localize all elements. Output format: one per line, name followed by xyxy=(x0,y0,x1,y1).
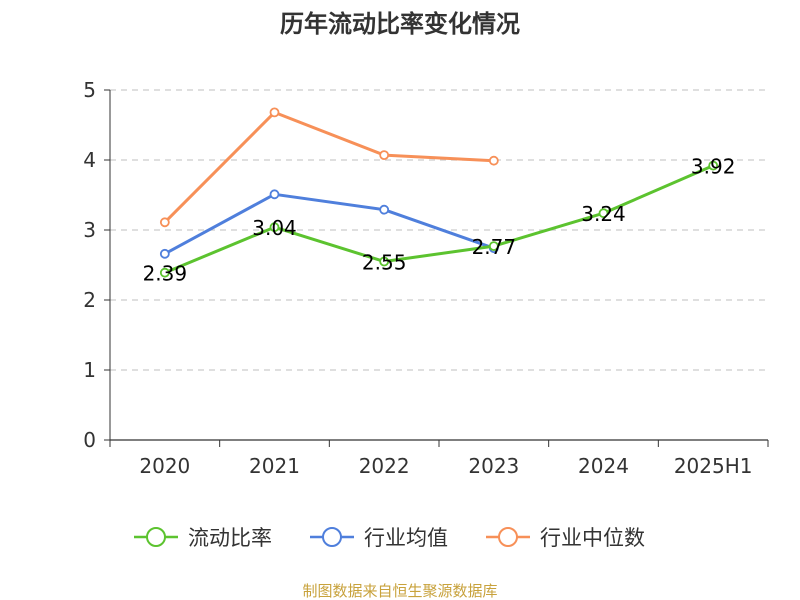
y-tick-label: 2 xyxy=(83,288,96,312)
chart-title: 历年流动比率变化情况 xyxy=(280,10,520,38)
x-tick-label: 2021 xyxy=(249,454,300,478)
data-point xyxy=(269,222,280,233)
y-tick-label: 4 xyxy=(83,148,96,172)
legend: 流动比率 行业均值 行业中位数 xyxy=(134,526,645,550)
data-point xyxy=(159,267,170,278)
data-labels: 2.39 3.04 2.55 2.77 3.24 3.92 xyxy=(143,155,736,286)
data-point xyxy=(159,217,170,228)
legend-marker xyxy=(498,527,518,547)
data-point xyxy=(269,189,280,200)
x-tick-label: 2024 xyxy=(578,454,629,478)
source-note: 制图数据来自恒生聚源数据库 xyxy=(302,582,497,600)
series-line xyxy=(164,164,714,275)
data-label: 2.55 xyxy=(362,251,407,275)
data-point xyxy=(708,160,719,171)
data-point xyxy=(488,241,499,252)
series-line xyxy=(163,110,494,224)
series-line xyxy=(164,192,495,256)
data-point xyxy=(379,204,390,215)
x-tick-label: 2022 xyxy=(359,454,410,478)
x-tick-label: 2020 xyxy=(139,454,190,478)
legend-label: 行业中位数 xyxy=(540,526,645,550)
data-label: 2.77 xyxy=(472,235,517,259)
y-tick-label: 1 xyxy=(83,358,96,382)
data-label: 3.04 xyxy=(252,216,297,240)
legend-label: 流动比率 xyxy=(188,526,272,550)
data-label: 3.24 xyxy=(581,202,626,226)
x-tick-label: 2023 xyxy=(468,454,519,478)
data-point xyxy=(598,208,609,219)
y-tick-label: 5 xyxy=(83,78,96,102)
axes: 0 1 2 3 4 5 2020 2021 2022 2023 2024 2025H1 xyxy=(83,78,769,478)
data-label: 3.92 xyxy=(691,155,736,179)
data-point xyxy=(379,256,390,267)
y-tick-label: 0 xyxy=(83,428,96,452)
data-point xyxy=(269,107,280,118)
data-point xyxy=(488,155,499,166)
legend-marker xyxy=(322,527,342,547)
legend-label: 行业均值 xyxy=(364,526,448,550)
data-label: 2.39 xyxy=(143,262,188,286)
legend-marker xyxy=(146,527,166,547)
data-point xyxy=(379,150,390,161)
series-group xyxy=(159,107,719,278)
y-tick-label: 3 xyxy=(83,218,96,242)
x-tick-label: 2025H1 xyxy=(674,454,753,478)
data-point xyxy=(159,248,170,259)
